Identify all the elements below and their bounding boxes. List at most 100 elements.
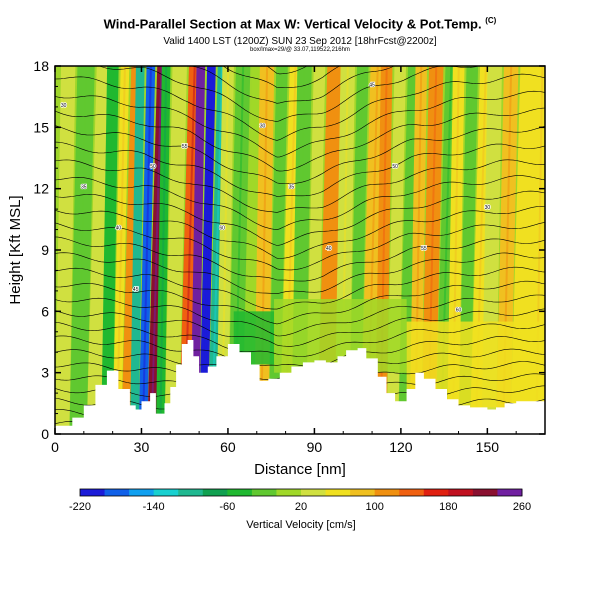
- colorbar-swatch: [325, 489, 351, 496]
- y-axis-tick-label: 18: [33, 58, 49, 74]
- theta-contour-labels: 30 35 40 45 50 55 60 30 35 40 45 50 55 60 30: [60, 82, 491, 314]
- colorbar-swatch: [374, 489, 400, 496]
- y-axis-label: Height [Kft MSL]: [7, 195, 24, 304]
- y-axis-tick-label: 12: [33, 181, 49, 197]
- theta-contour-line: [55, 335, 545, 367]
- colorbar-swatch: [251, 489, 277, 496]
- theta-contour-line: [55, 0, 545, 59]
- theta-contour-line: [55, 90, 545, 158]
- colorbar-tick-label: 20: [295, 501, 307, 513]
- theta-contour-line: [55, 141, 545, 197]
- theta-contour-label: 45: [369, 82, 375, 88]
- theta-contour-line: [55, 175, 545, 231]
- y-axis-tick-label: 15: [33, 119, 49, 135]
- x-axis: 0 30 60 90 120 150 Distance [nm]: [51, 66, 517, 478]
- colorbar-swatch: [202, 489, 228, 496]
- colorbar-swatch: [227, 489, 253, 496]
- theta-contour-line: [222, 66, 341, 89]
- title-copyright-mark: (C): [485, 16, 497, 25]
- y-axis: 0 3 6 9 12 15 18 Height [Kft MSL]: [7, 58, 545, 442]
- theta-contour-line: [55, 190, 545, 246]
- colorbar-swatch: [301, 489, 327, 496]
- theta-contour-label: 55: [421, 246, 427, 252]
- colorbar-swatch: [276, 489, 302, 496]
- velocity-band-core: [183, 66, 196, 434]
- y-axis-tick-label: 6: [41, 303, 49, 319]
- chart-subtitle: Valid 1400 LST (1200Z) SUN 23 Sep 2012 […: [163, 36, 437, 47]
- velocity-band-core: [202, 66, 213, 434]
- theta-contour-label: 60: [219, 226, 225, 232]
- colorbar-swatch: [423, 489, 449, 496]
- x-axis-tick-label: 90: [307, 439, 323, 455]
- theta-contour-line: [55, 308, 545, 347]
- theta-contour-label: 30: [485, 205, 491, 211]
- theta-contour-line: [55, 107, 545, 172]
- velocity-band-core: [115, 66, 126, 434]
- theta-contour-label: 60: [456, 307, 462, 313]
- theta-contour-line: [55, 294, 545, 337]
- velocity-band-core: [92, 66, 105, 434]
- theta-contour-label: 55: [182, 144, 188, 150]
- colorbar-tick-label: -140: [143, 501, 165, 513]
- colorbar-tick-label: 260: [513, 501, 531, 513]
- theta-contour-label: 40: [326, 246, 332, 252]
- colorbar-tick-label: -60: [219, 501, 235, 513]
- colorbar-swatch: [80, 489, 106, 496]
- velocity-band-core: [159, 66, 168, 434]
- velocity-band-core: [124, 66, 137, 434]
- theta-contour-label: 45: [133, 287, 139, 293]
- velocity-band-core: [61, 66, 70, 434]
- velocity-band-core: [193, 66, 202, 434]
- colorbar-tick-label: 180: [439, 501, 457, 513]
- x-axis-tick-label: 30: [134, 439, 150, 455]
- velocity-band-core: [141, 66, 152, 434]
- theta-contour-label: 50: [392, 164, 398, 170]
- velocity-band-core: [150, 66, 163, 434]
- theta-contour-line: [55, 206, 545, 259]
- colorbar-swatch: [129, 489, 155, 496]
- colorbar-swatch: [104, 489, 130, 496]
- theta-contour-line: [55, 0, 545, 41]
- x-axis-tick-label: 120: [389, 439, 413, 455]
- theta-contour-line: [55, 266, 545, 310]
- colorbar-swatch: [448, 489, 474, 496]
- theta-contour-line: [55, 0, 545, 1]
- theta-contour-line: [55, 280, 545, 325]
- colorbar-swatch: [399, 489, 425, 496]
- y-axis-tick-label: 9: [41, 242, 49, 258]
- colorbar-frame: [79, 488, 523, 497]
- theta-contour-line: [98, 66, 480, 122]
- x-axis-tick-label: 150: [476, 439, 500, 455]
- colorbar-swatch: [153, 489, 179, 496]
- chart-info-line: box/lmax=29/@ 33.07,119522,216hm: [250, 47, 350, 53]
- colorbar-tick-label: 100: [365, 501, 383, 513]
- theta-contour-line: [55, 222, 545, 271]
- colorbar-swatch: [178, 489, 204, 496]
- theta-contour-label: 30: [61, 103, 67, 109]
- theta-contour-label: 35: [289, 185, 295, 191]
- velocity-band-core: [170, 66, 181, 434]
- x-axis-tick-label: 60: [220, 439, 236, 455]
- theta-contour-label: 50: [150, 164, 156, 170]
- colorbar-swatch: [497, 489, 523, 496]
- theta-contour-label: 35: [81, 185, 87, 191]
- velocity-band-core: [133, 66, 142, 434]
- theta-contour-label: 40: [116, 226, 122, 232]
- chart-title: Wind-Parallel Section at Max W: Vertical…: [103, 16, 497, 32]
- y-axis-tick-label: 3: [41, 365, 49, 381]
- theta-contour-line: [55, 159, 545, 213]
- theta-contour-line: [55, 252, 545, 295]
- colorbar-tick-label: -220: [69, 501, 91, 513]
- theta-contour-line: [189, 66, 395, 104]
- terrain-mask: [55, 340, 545, 434]
- colorbar: -220 -140 -60 20 100 180 260 Vertical Velocity …: [69, 488, 531, 531]
- theta-contour-line: [55, 236, 545, 282]
- velocity-band-core: [105, 66, 114, 434]
- velocity-band-core: [77, 66, 88, 434]
- colorbar-swatch: [472, 489, 498, 496]
- theta-contour-line: [55, 0, 545, 21]
- theta-contour-line: [266, 66, 308, 75]
- x-axis-tick-label: 0: [51, 439, 59, 455]
- theta-contour-line: [55, 321, 545, 357]
